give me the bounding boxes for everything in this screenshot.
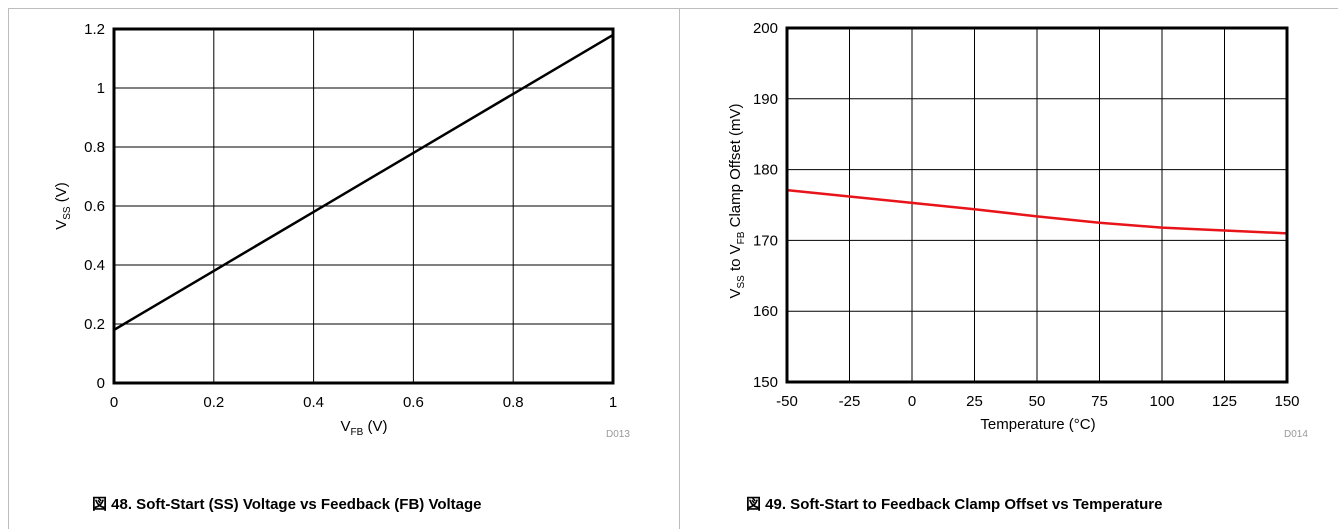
chart-clamp-offset-vs-temperature: -50 -25 0 25 50 75 100 125 150 150 160 170 180 190 20… [727,20,1308,440]
chart2-y-axis-label: VSS to VFB Clamp Offset (mV) [727,103,747,298]
chart2-plot-frame [785,26,1289,384]
chart2-code: D014 [1284,429,1308,440]
figure-frame [8,8,1338,529]
chart1-x-tick-label: 0.6 [403,394,424,411]
chart1-y-tick-label: 0 [97,375,105,392]
chart1-y-tick-label: 1.2 [84,21,105,38]
chart2-x-tick-label: -50 [776,393,798,410]
chart2-series [786,188,1288,235]
chart1-series [113,33,614,331]
chart1-caption: 図 48. Soft-Start (SS) Voltage vs Feedbac… [92,496,482,513]
chart1-x-tick-label: 0.2 [203,394,224,411]
chart2-x-tick-label: 125 [1212,393,1237,410]
chart2-x-tick-label: -25 [839,393,861,410]
chart1-y-tick-label: 0.4 [84,257,105,274]
chart1-x-ticks: 0 0.2 0.4 0.6 0.8 1 [110,394,617,411]
chart1-x-tick-label: 0.4 [303,394,324,411]
chart2-grid [786,27,1288,383]
chart1-x-tick-label: 0 [110,394,118,411]
chart1-x-tick-label: 0.8 [503,394,524,411]
chart1-y-tick-label: 1 [97,80,105,97]
chart1-series-line [113,33,614,331]
chart1-x-axis-label: VFB (V) [341,418,388,438]
chart2-y-tick-label: 190 [753,91,778,108]
chart1-y-axis-label: VSS (V) [53,182,73,230]
chart2-x-tick-label: 75 [1091,393,1108,410]
chart2-x-tick-label: 50 [1029,393,1046,410]
chart2-x-tick-label: 0 [908,393,916,410]
chart2-x-ticks: -50 -25 0 25 50 75 100 125 150 [776,393,1299,410]
chart2-caption: 図 49. Soft-Start to Feedback Clamp Offse… [746,496,1163,513]
chart1-grid [113,28,614,384]
chart2-y-tick-label: 160 [753,303,778,320]
chart1-y-ticks: 0 0.2 0.4 0.6 0.8 1 1.2 [84,21,105,392]
figure-divider [679,8,680,529]
chart2-x-axis-label: Temperature (°C) [980,416,1095,433]
chart1-y-tick-label: 0.2 [84,316,105,333]
chart2-y-tick-label: 200 [753,20,778,37]
chart1-y-tick-label: 0.8 [84,139,105,156]
chart2-y-tick-label: 150 [753,374,778,391]
chart2-y-tick-label: 170 [753,232,778,249]
chart1-x-tick-label: 1 [609,394,617,411]
chart2-series-line [786,188,1288,235]
chart1-code: D013 [606,429,630,440]
chart2-x-tick-label: 25 [966,393,983,410]
chart1-plot-frame [112,27,615,385]
chart2-x-tick-label: 150 [1274,393,1299,410]
chart2-y-tick-label: 180 [753,162,778,179]
chart1-y-tick-label: 0.6 [84,198,105,215]
chart2-y-ticks: 150 160 170 180 190 200 [753,20,778,391]
chart-vss-vs-vfb: 0 0.2 0.4 0.6 0.8 1 0 0.2 0.4 0.6 0.8 1 1.2 VFB (V)… [53,21,630,440]
chart2-x-tick-label: 100 [1149,393,1174,410]
